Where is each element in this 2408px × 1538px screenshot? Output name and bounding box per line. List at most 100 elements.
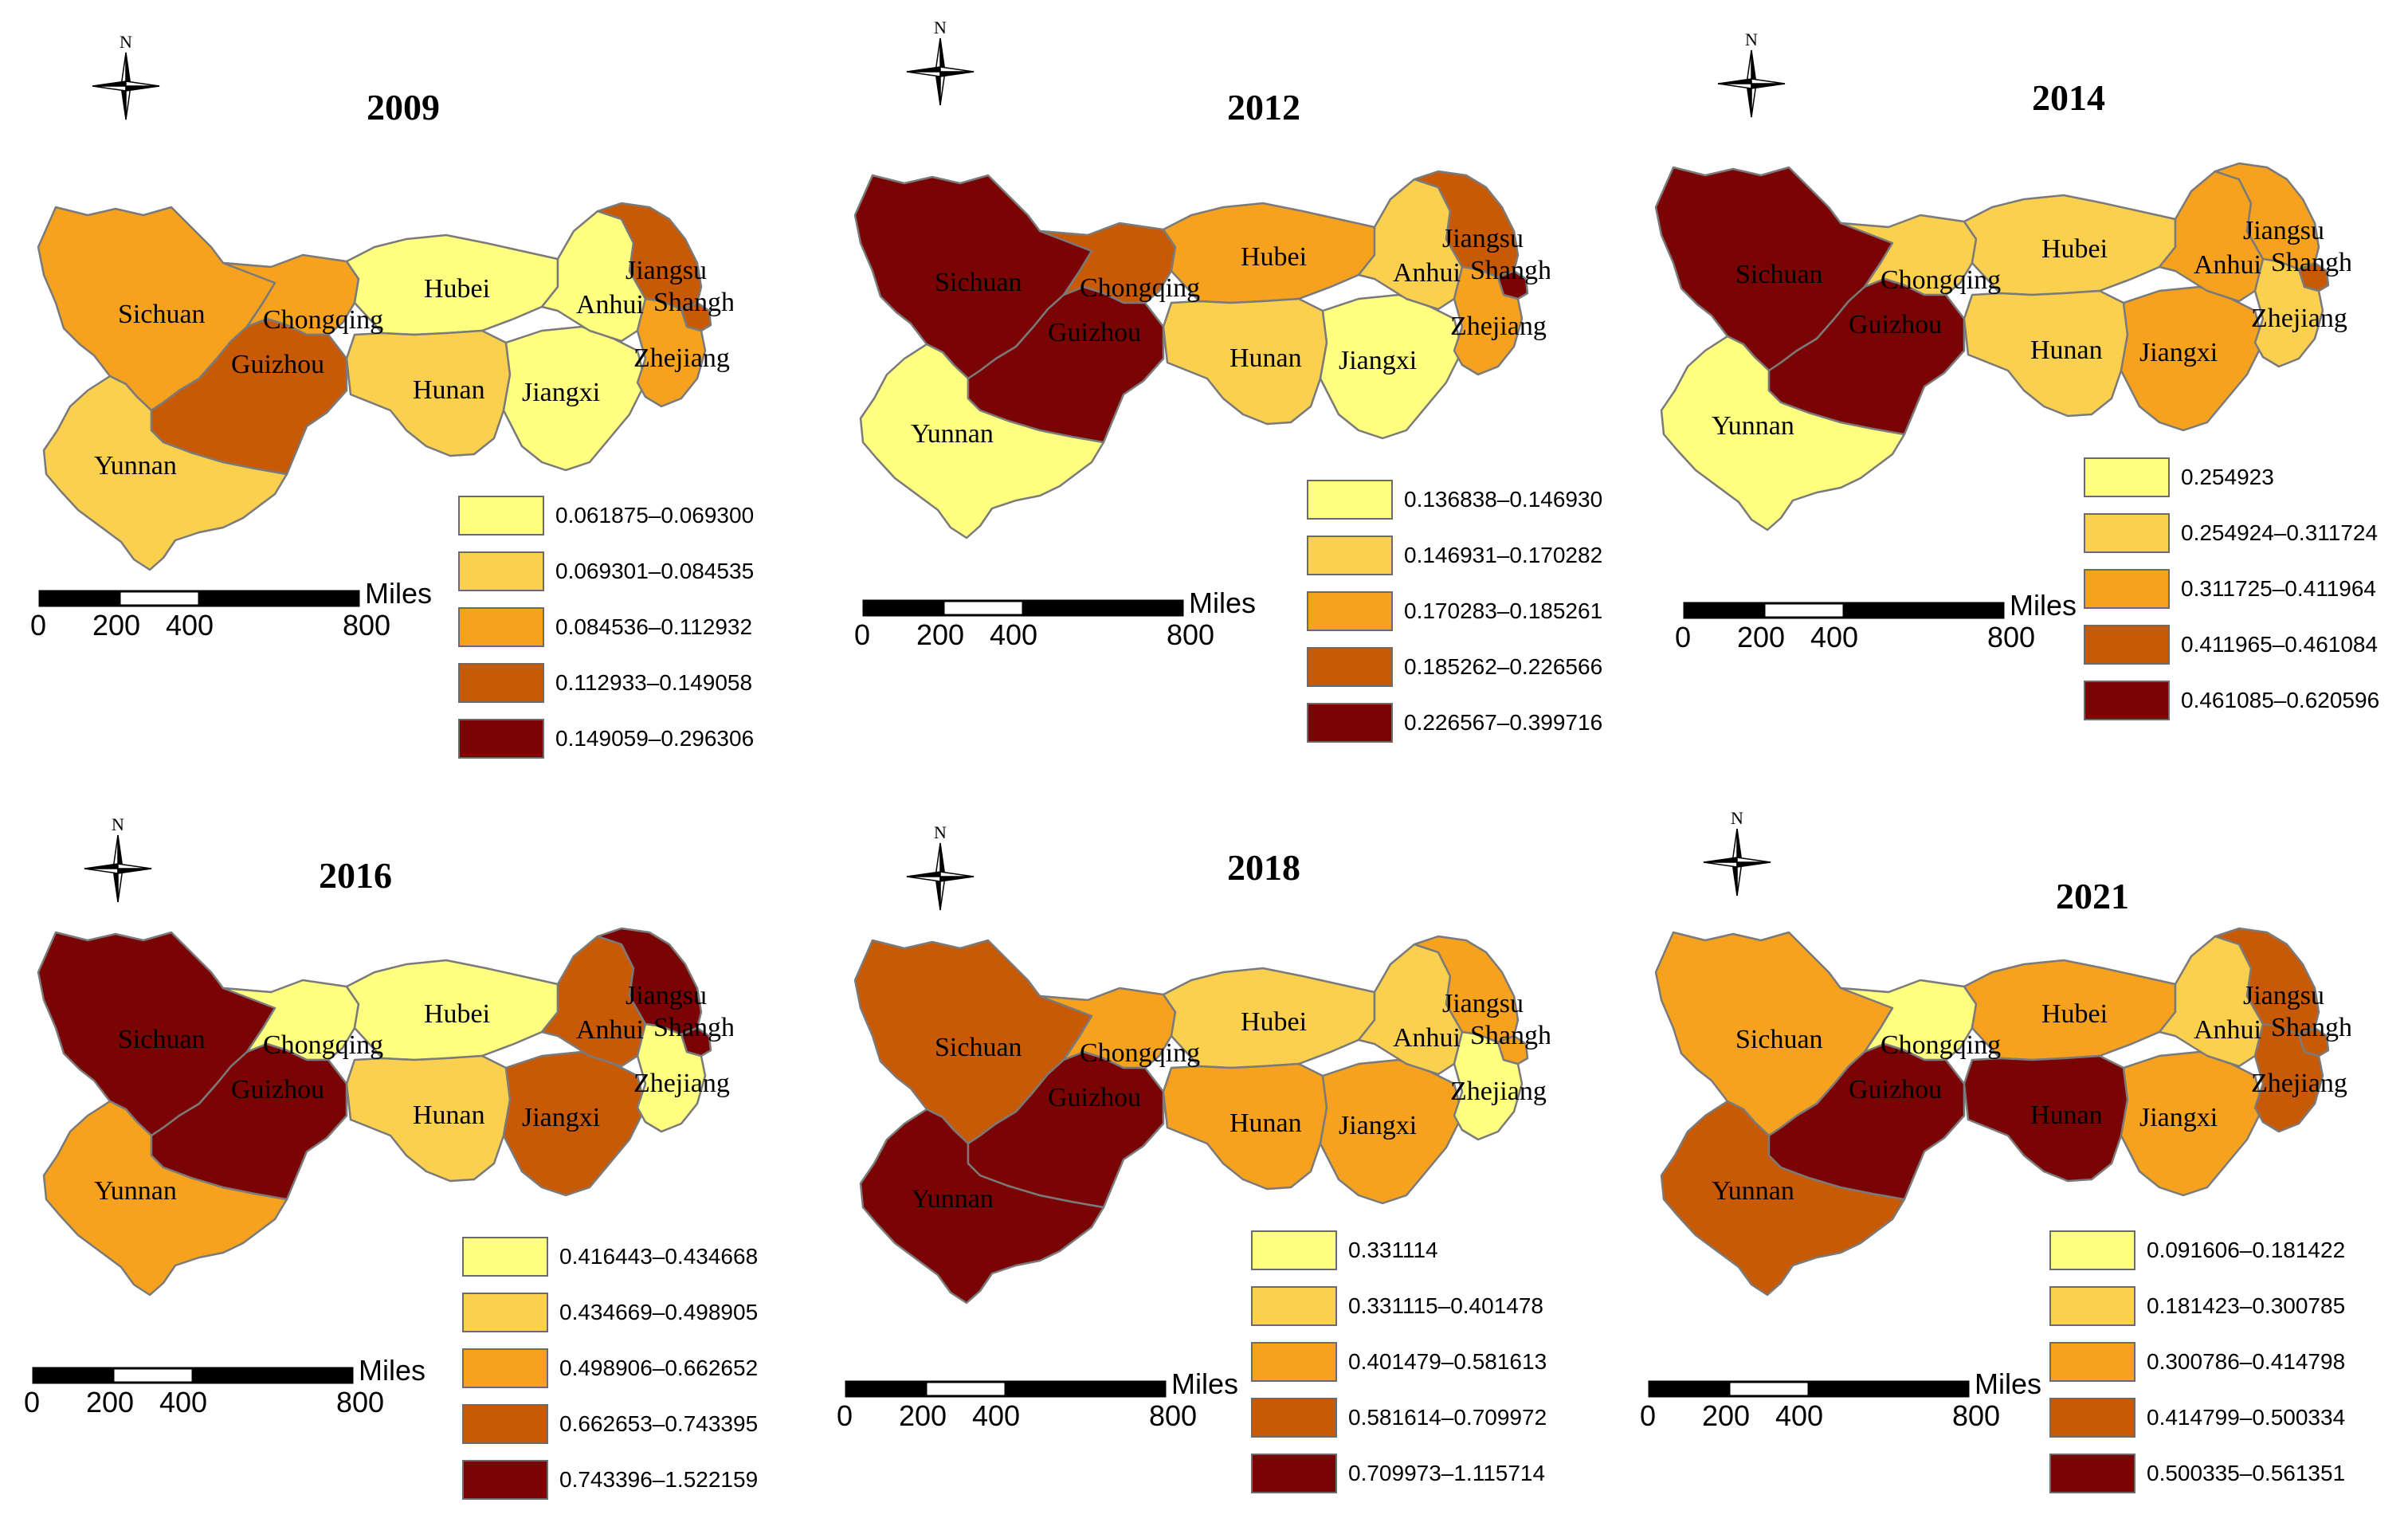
legend-item: 0.401479–0.581613 — [1251, 1340, 1547, 1383]
scale-tick-label: 200 — [1702, 1399, 1751, 1432]
province-label-yunnan: Yunnan — [94, 1176, 177, 1206]
province-guizhou — [1767, 277, 1966, 436]
province-guizhou — [150, 317, 348, 476]
legend-swatch — [1251, 1398, 1337, 1438]
north-arrow-icon: N — [1689, 806, 1785, 902]
legend-swatch — [458, 663, 544, 703]
province-shanghai — [680, 301, 712, 332]
province-label-sichuan: Sichuan — [935, 1033, 1022, 1062]
province-label-guizhou: Guizhou — [1048, 1083, 1141, 1112]
legend-swatch — [2049, 1398, 2135, 1438]
legend-label: 0.414799–0.500334 — [2147, 1405, 2346, 1430]
legend-swatch — [2049, 1230, 2135, 1270]
legend-item: 0.146931–0.170282 — [1307, 534, 1602, 577]
legend-item: 0.170283–0.185261 — [1307, 590, 1602, 633]
province-label-anhui: Anhui — [576, 290, 644, 320]
province-map: Sichuan Yunnan Chongqing Guizhou Hubei Hunan J… — [1654, 927, 2351, 1297]
year-title: 2016 — [319, 855, 392, 896]
province-label-zhejiang: Zhejiang — [1450, 312, 1547, 341]
legend-item: 0.581614–0.709972 — [1251, 1396, 1547, 1439]
province-label-jiangsu: Jiangsu — [1442, 224, 1524, 253]
province-label-chongqing: Chongqing — [1080, 1038, 1200, 1068]
legend-label: 0.401479–0.581613 — [1348, 1349, 1547, 1374]
legend-swatch — [1307, 703, 1393, 743]
province-map: Sichuan Yunnan Chongqing Guizhou Hubei Hunan J… — [37, 927, 733, 1297]
province-label-jiangsu: Jiangsu — [1442, 989, 1524, 1018]
province-label-jiangsu: Jiangsu — [626, 981, 707, 1010]
legend-item: 0.331115–0.401478 — [1251, 1285, 1543, 1328]
scale-bar: Miles 0 200 400 800 — [1640, 1367, 2041, 1432]
legend-swatch — [1251, 1454, 1337, 1493]
legend-swatch — [462, 1348, 548, 1388]
legend-item: 0.254923 — [2084, 456, 2274, 499]
north-label: N — [1731, 808, 1743, 828]
scale-bar: Miles 0 200 400 800 — [24, 1354, 426, 1418]
scale-tick-label: 800 — [336, 1386, 385, 1418]
north-label: N — [1745, 29, 1758, 49]
scale-tick-label: 400 — [972, 1399, 1021, 1432]
legend-label: 0.500335–0.561351 — [2147, 1461, 2346, 1485]
province-label-guizhou: Guizhou — [1849, 1075, 1942, 1104]
legend-label: 0.254923 — [2181, 465, 2274, 489]
legend-swatch — [458, 496, 544, 536]
scale-tick-label: 800 — [1167, 618, 1215, 651]
province-label-hubei: Hubei — [2041, 234, 2108, 264]
scale-bar: Miles 0 200 400 800 — [854, 587, 1256, 651]
scale-tick-label: 800 — [1987, 621, 2036, 653]
north-label: N — [112, 814, 124, 834]
province-map: Sichuan Yunnan Chongqing Guizhou Hubei Hunan J… — [37, 202, 733, 571]
province-shanghai — [2297, 261, 2330, 292]
north-arrow-icon: N — [892, 16, 988, 112]
legend-item: 0.061875–0.069300 — [458, 494, 754, 537]
scale-bar: Miles 0 200 400 800 — [30, 577, 432, 641]
province-label-sichuan: Sichuan — [118, 1025, 206, 1054]
legend-swatch — [1307, 480, 1393, 520]
year-title: 2021 — [2056, 876, 2129, 916]
legend-label: 0.411965–0.461084 — [2181, 632, 2379, 657]
province-shanghai — [2297, 1026, 2330, 1057]
province-guizhou — [967, 1050, 1165, 1209]
legend-label: 0.146931–0.170282 — [1404, 543, 1603, 567]
legend-label: 0.662653–0.743395 — [559, 1411, 759, 1436]
province-label-chongqing: Chongqing — [263, 1030, 383, 1060]
province-label-sichuan: Sichuan — [118, 300, 206, 329]
legend-label: 0.254924–0.311724 — [2181, 520, 2379, 545]
legend-item: 0.254924–0.311724 — [2084, 512, 2378, 555]
province-hunan — [345, 329, 512, 457]
province-guizhou — [967, 285, 1165, 444]
province-zhejiang — [2253, 257, 2324, 368]
province-label-jiangxi: Jiangxi — [1339, 1111, 1417, 1140]
scale-tick-label: 200 — [916, 618, 965, 651]
legend-swatch — [458, 551, 544, 591]
legend-label: 0.331115–0.401478 — [1348, 1293, 1543, 1318]
province-label-yunnan: Yunnan — [1712, 1176, 1794, 1206]
legend-label: 0.061875–0.069300 — [555, 503, 755, 528]
legend-item: 0.743396–1.522159 — [462, 1458, 758, 1501]
province-label-shanghai: Shanghai — [2271, 248, 2351, 277]
province-label-jiangsu: Jiangsu — [2243, 981, 2324, 1010]
province-label-yunnan: Yunnan — [94, 451, 177, 481]
scale-tick-label: 200 — [92, 609, 141, 641]
province-label-shanghai: Shanghai — [1470, 256, 1550, 285]
legend-swatch — [2084, 625, 2170, 665]
legend-swatch — [458, 607, 544, 647]
province-zhejiang — [636, 1022, 707, 1133]
legend-label: 0.416443–0.434668 — [559, 1244, 759, 1269]
map-panel-2014: Sichuan Yunnan Chongqing Guizhou Hubei Hunan J… — [1626, 16, 2408, 765]
province-label-guizhou: Guizhou — [1048, 318, 1141, 347]
province-label-yunnan: Yunnan — [911, 419, 994, 449]
scale-tick-label: 0 — [1640, 1399, 1657, 1432]
scale-bar: Miles 0 200 400 800 — [1675, 589, 2077, 653]
legend-item: 0.331114 — [1251, 1229, 1438, 1272]
province-label-guizhou: Guizhou — [1849, 310, 1942, 339]
province-zhejiang — [636, 297, 707, 408]
province-label-hunan: Hunan — [413, 1101, 485, 1130]
north-arrow-icon: N — [78, 30, 174, 126]
province-label-jiangxi: Jiangxi — [2139, 1103, 2218, 1132]
legend-item: 0.149059–0.296306 — [458, 717, 754, 760]
legend-item: 0.498906–0.662652 — [462, 1347, 758, 1390]
year-title: 2018 — [1227, 847, 1300, 888]
province-label-jiangxi: Jiangxi — [522, 1103, 600, 1132]
province-label-yunnan: Yunnan — [911, 1184, 994, 1214]
province-label-anhui: Anhui — [1393, 1023, 1461, 1053]
